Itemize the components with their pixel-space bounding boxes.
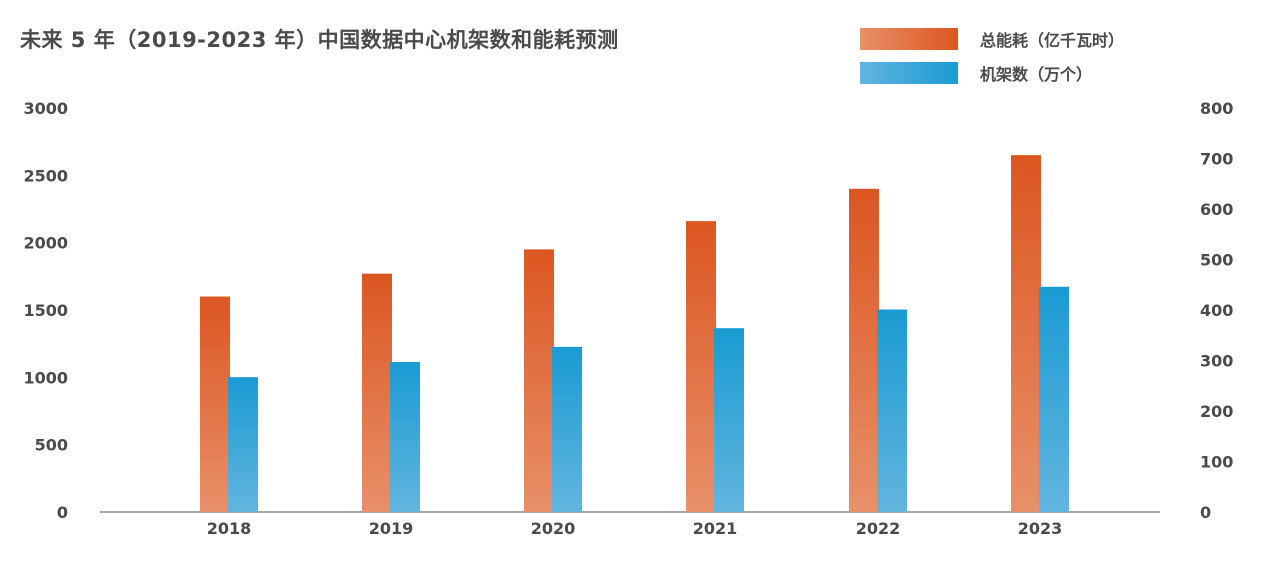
bar-energy-2023 (1011, 155, 1041, 512)
legend-label-energy: 总能耗（亿千瓦时） (980, 31, 1125, 50)
bar-energy-2022 (849, 188, 879, 513)
x-axis: 2018 2019 2020 2021 2022 2023 (207, 519, 1063, 538)
bar-energy-2021 (686, 221, 716, 512)
bar-racks-2018 (228, 377, 258, 512)
bar-energy-2018 (200, 296, 230, 512)
legend-item-energy: 总能耗（亿千瓦时） (860, 26, 1124, 52)
bar-energy-2020 (524, 249, 554, 512)
left-tick-label: 3000 (23, 99, 68, 118)
right-tick-label: 600 (1200, 200, 1233, 219)
x-tick-label: 2021 (693, 519, 738, 538)
chart-title: 未来 5 年（2019-2023 年）中国数据中心机架数和能耗预测 (20, 28, 619, 52)
x-tick-label: 2019 (369, 519, 414, 538)
right-tick-label: 100 (1200, 453, 1233, 472)
left-axis: 0 500 1000 1500 2000 2500 3000 (23, 99, 68, 522)
right-tick-label: 700 (1200, 150, 1233, 169)
bar-energy-2019 (362, 273, 392, 512)
right-tick-label: 500 (1200, 251, 1233, 270)
bar-racks-2020 (552, 346, 582, 512)
right-axis: 0 100 200 300 400 500 600 700 800 (1200, 99, 1233, 522)
bar-racks-2023 (1039, 286, 1069, 512)
x-tick-label: 2023 (1018, 519, 1063, 538)
x-tick-label: 2022 (856, 519, 901, 538)
left-tick-label: 1000 (23, 368, 68, 387)
right-tick-label: 200 (1200, 402, 1233, 421)
left-tick-label: 2500 (23, 166, 68, 185)
bar-group (200, 155, 1069, 513)
left-tick-label: 500 (35, 436, 68, 455)
right-tick-label: 800 (1200, 99, 1233, 118)
left-tick-label: 2000 (23, 234, 68, 253)
legend-swatch-racks (860, 62, 958, 84)
right-tick-label: 400 (1200, 301, 1233, 320)
legend-swatch-energy (860, 28, 958, 50)
bar-racks-2021 (714, 328, 744, 512)
bar-racks-2022 (877, 309, 907, 512)
bar-racks-2019 (390, 362, 420, 512)
right-tick-label: 0 (1200, 503, 1211, 522)
x-tick-label: 2020 (531, 519, 576, 538)
right-tick-label: 300 (1200, 352, 1233, 371)
left-tick-label: 0 (57, 503, 68, 522)
left-tick-label: 1500 (23, 301, 68, 320)
x-tick-label: 2018 (207, 519, 252, 538)
legend-item-racks: 机架数（万个） (860, 60, 1092, 86)
legend-label-racks: 机架数（万个） (980, 65, 1093, 84)
